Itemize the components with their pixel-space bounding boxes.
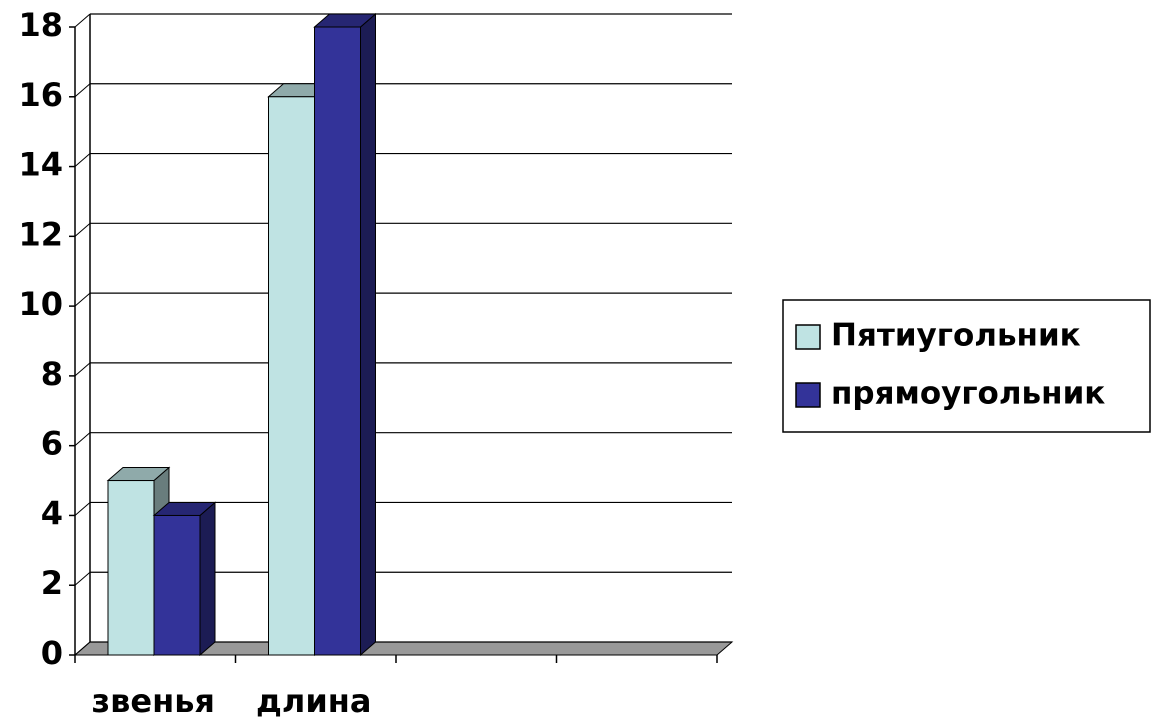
y-tick-depth xyxy=(74,502,91,516)
y-tick-label: 2 xyxy=(41,564,63,602)
legend-label: Пятиугольник xyxy=(831,318,1081,354)
y-tick-depth xyxy=(74,641,91,656)
bar-side xyxy=(360,12,376,657)
bar xyxy=(153,514,201,656)
x-tick-label: длина xyxy=(256,682,371,720)
legend-swatch xyxy=(795,324,821,350)
y-tick-depth xyxy=(74,222,91,237)
y-tick-label: 0 xyxy=(41,634,63,672)
legend-swatch xyxy=(795,382,821,408)
bar xyxy=(268,96,315,656)
y-tick-depth xyxy=(74,292,91,307)
y-tick-depth xyxy=(74,432,91,447)
y-tick-label: 4 xyxy=(41,494,63,532)
y-tick-depth xyxy=(74,571,91,586)
y-tick-label: 12 xyxy=(18,215,63,253)
y-tick-label: 18 xyxy=(18,6,63,44)
y-tick-depth xyxy=(74,13,91,28)
y-tick-label: 14 xyxy=(18,146,63,184)
bar-side xyxy=(199,501,216,657)
y-tick-depth xyxy=(74,362,91,377)
bar xyxy=(107,480,155,656)
legend-box xyxy=(782,299,1151,433)
y-tick-label: 16 xyxy=(18,76,63,114)
y-tick-depth xyxy=(74,153,91,167)
y-tick-label: 8 xyxy=(41,355,63,393)
legend-label: прямоугольник xyxy=(831,376,1105,412)
y-tick-depth xyxy=(74,83,91,98)
y-tick-label: 10 xyxy=(18,285,63,323)
y-tick-label: 6 xyxy=(41,425,63,463)
x-tick-label: звенья xyxy=(92,682,215,720)
bar xyxy=(314,26,361,656)
